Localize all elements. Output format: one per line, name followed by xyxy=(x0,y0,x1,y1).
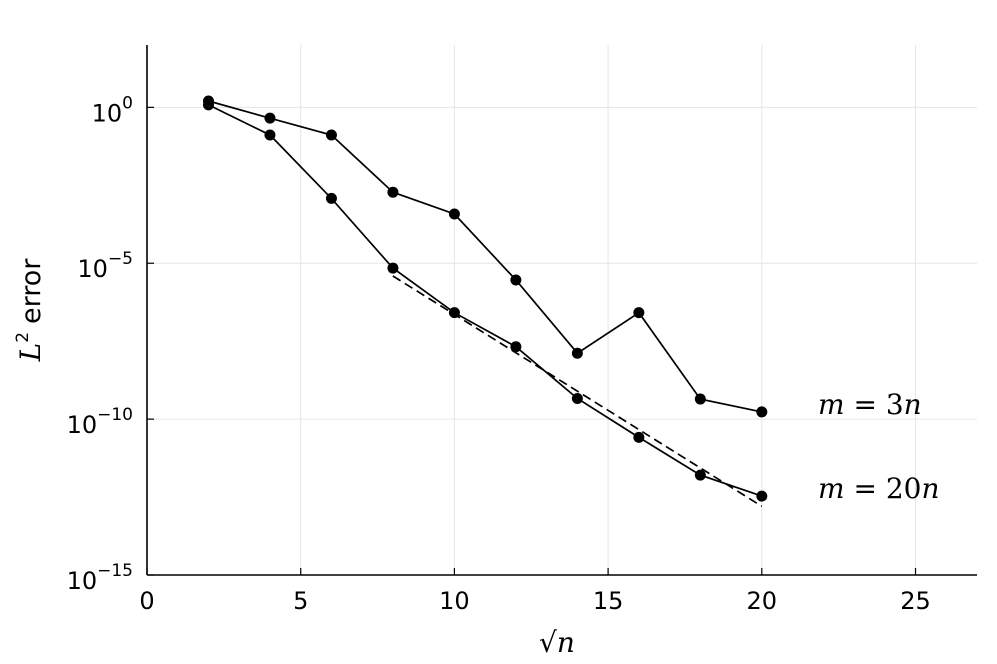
data-point xyxy=(202,99,214,111)
series xyxy=(202,95,768,508)
data-point xyxy=(571,392,583,404)
data-point xyxy=(694,393,706,405)
data-point xyxy=(633,431,645,443)
x-tick-label: 20 xyxy=(747,587,778,615)
data-point xyxy=(387,186,399,198)
y-axis-text: error xyxy=(16,258,47,324)
y-tick-label: 10−15 xyxy=(67,561,133,595)
x-tick-label: 15 xyxy=(593,587,624,615)
x-axis-var: n xyxy=(557,626,575,659)
data-point xyxy=(510,341,522,353)
series-label-2: m = 20n xyxy=(818,472,940,505)
data-point xyxy=(387,262,399,274)
series-line-1 xyxy=(208,100,762,413)
x-tick-label: 5 xyxy=(293,587,308,615)
series-labels: m = 3n m = 20n xyxy=(818,388,940,505)
data-point xyxy=(325,129,337,141)
axes xyxy=(146,45,977,576)
series-label-1: m = 3n xyxy=(818,388,922,421)
data-point xyxy=(264,112,276,124)
x-tick-label: 10 xyxy=(439,587,470,615)
x-tick-label: 25 xyxy=(900,587,931,615)
data-point xyxy=(325,192,337,204)
y-axis-sup: 2 xyxy=(13,332,33,343)
data-point xyxy=(448,208,460,220)
x-axis-label: √n xyxy=(539,626,575,659)
y-tick-label: 10−5 xyxy=(77,249,133,283)
reference-slope-line xyxy=(392,275,763,508)
y-tick-label: 100 xyxy=(92,93,133,127)
series-line-2 xyxy=(208,104,763,497)
tick-labels: 0 5 10 15 20 25 100 10−5 10−10 10−15 xyxy=(67,93,931,615)
x-axis-radical: √ xyxy=(539,626,557,659)
data-point xyxy=(264,129,276,141)
data-point xyxy=(510,274,522,286)
y-axis-label: L2 error xyxy=(13,258,47,363)
data-point xyxy=(571,347,583,359)
data-point xyxy=(756,406,768,418)
y-tick-label: 10−10 xyxy=(67,405,133,439)
y-axis-var: L xyxy=(14,343,47,363)
x-tick-label: 0 xyxy=(139,587,154,615)
data-point xyxy=(756,490,768,502)
data-point xyxy=(694,469,706,481)
data-point xyxy=(633,307,645,319)
grid-lines xyxy=(147,45,977,575)
